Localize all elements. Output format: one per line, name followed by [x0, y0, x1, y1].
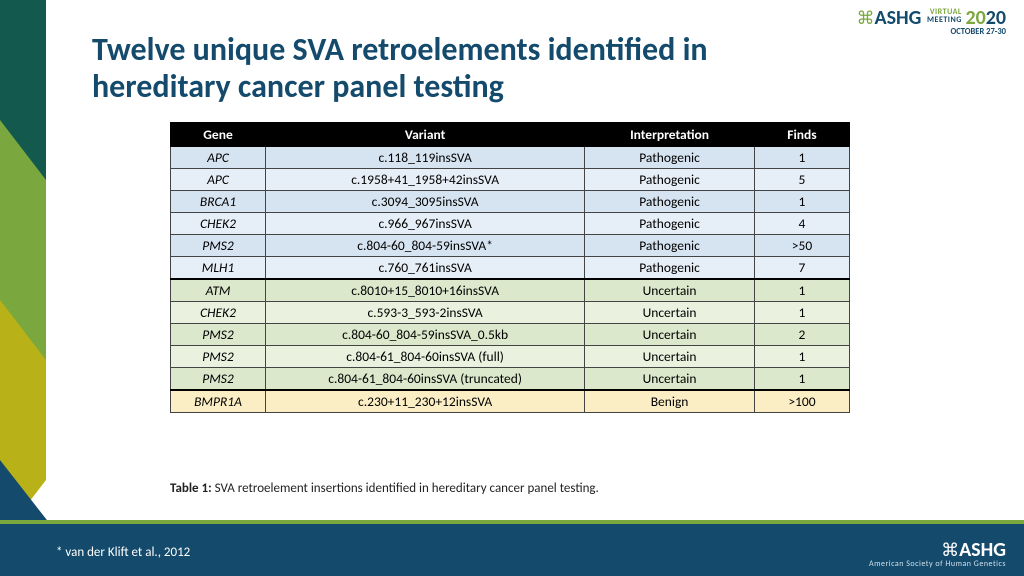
table-cell: Uncertain [585, 302, 755, 324]
table-cell: PMS2 [171, 324, 266, 346]
table-cell: CHEK2 [171, 302, 266, 324]
table-cell: 1 [754, 279, 849, 302]
table-cell: 2 [754, 324, 849, 346]
footer-sub: American Society of Human Genetics [869, 560, 1006, 568]
table-cell: Benign [585, 390, 755, 413]
table-cell: BMPR1A [171, 390, 266, 413]
table-cell: Pathogenic [585, 213, 755, 235]
table-cell: c.593-3_593-2insSVA [266, 302, 585, 324]
table-row: CHEK2c.593-3_593-2insSVAUncertain1 [171, 302, 850, 324]
caption-text: SVA retroelement insertions identified i… [212, 481, 599, 496]
table-cell: c.118_119insSVA [266, 147, 585, 169]
table-row: MLH1c.760_761insSVAPathogenic7 [171, 257, 850, 280]
table-row: CHEK2c.966_967insSVAPathogenic4 [171, 213, 850, 235]
table-row: PMS2c.804-60_804-59insSVA_0.5kbUncertain… [171, 324, 850, 346]
logo-event-bottom: MEETING [927, 16, 962, 24]
table-cell: 1 [754, 191, 849, 213]
table-cell: Pathogenic [585, 169, 755, 191]
footnote: * van der Klift et al., 2012 [56, 545, 190, 560]
table-cell: Pathogenic [585, 235, 755, 257]
table-row: BMPR1Ac.230+11_230+12insSVABenign>100 [171, 390, 850, 413]
table-header-row: GeneVariantInterpretationFinds [171, 123, 850, 147]
table-cell: Uncertain [585, 324, 755, 346]
table-cell: 1 [754, 368, 849, 391]
table-cell: Pathogenic [585, 147, 755, 169]
table-row: APCc.1958+41_1958+42insSVAPathogenic5 [171, 169, 850, 191]
table-row: BRCA1c.3094_3095insSVAPathogenic1 [171, 191, 850, 213]
table-cell: c.8010+15_8010+16insSVA [266, 279, 585, 302]
table-cell: >100 [754, 390, 849, 413]
table-wrap: GeneVariantInterpretationFinds APCc.118_… [170, 122, 850, 413]
table-cell: 7 [754, 257, 849, 280]
table-cell: PMS2 [171, 368, 266, 391]
helix-icon: ⌘ [941, 539, 959, 561]
table-cell: 5 [754, 169, 849, 191]
table-cell: c.804-61_804-60insSVA (full) [266, 346, 585, 368]
table-cell: BRCA1 [171, 191, 266, 213]
table-row: PMS2c.804-61_804-60insSVA (full)Uncertai… [171, 346, 850, 368]
table-cell: 4 [754, 213, 849, 235]
table-cell: c.804-60_804-59insSVA_0.5kb [266, 324, 585, 346]
table-row: ATMc.8010+15_8010+16insSVAUncertain1 [171, 279, 850, 302]
table-cell: Uncertain [585, 279, 755, 302]
page-title: Twelve unique SVA retroelements identifi… [92, 32, 852, 106]
table-cell: c.3094_3095insSVA [266, 191, 585, 213]
table-cell: Uncertain [585, 346, 755, 368]
table-row: APCc.118_119insSVAPathogenic1 [171, 147, 850, 169]
table-cell: c.1958+41_1958+42insSVA [266, 169, 585, 191]
table-cell: 1 [754, 302, 849, 324]
side-accent [0, 0, 60, 576]
table-caption: Table 1: SVA retroelement insertions ide… [170, 481, 599, 496]
table-cell: CHEK2 [171, 213, 266, 235]
table-cell: Uncertain [585, 368, 755, 391]
table-cell: APC [171, 147, 266, 169]
table-cell: PMS2 [171, 346, 266, 368]
sva-table: GeneVariantInterpretationFinds APCc.118_… [170, 122, 850, 413]
table-cell: Pathogenic [585, 257, 755, 280]
table-cell: PMS2 [171, 235, 266, 257]
table-header-cell: Variant [266, 123, 585, 147]
logo-brand: ASHG [874, 6, 921, 30]
table-cell: c.966_967insSVA [266, 213, 585, 235]
table-cell: >50 [754, 235, 849, 257]
table-cell: APC [171, 169, 266, 191]
table-cell: c.804-61_804-60insSVA (truncated) [266, 368, 585, 391]
table-cell: 1 [754, 147, 849, 169]
logo-top: ⌘ASHG VIRTUAL MEETING 2020 OCTOBER 27-30 [856, 8, 1006, 37]
table-row: PMS2c.804-61_804-60insSVA (truncated)Unc… [171, 368, 850, 391]
table-cell: c.230+11_230+12insSVA [266, 390, 585, 413]
table-row: PMS2c.804-60_804-59insSVA*Pathogenic>50 [171, 235, 850, 257]
table-cell: ATM [171, 279, 266, 302]
footer-logo: ⌘ASHG American Society of Human Genetics [869, 540, 1006, 568]
table-cell: c.760_761insSVA [266, 257, 585, 280]
table-cell: 1 [754, 346, 849, 368]
caption-label: Table 1: [170, 481, 212, 496]
table-cell: MLH1 [171, 257, 266, 280]
table-cell: c.804-60_804-59insSVA* [266, 235, 585, 257]
table-header-cell: Finds [754, 123, 849, 147]
helix-icon: ⌘ [856, 7, 874, 29]
table-header-cell: Interpretation [585, 123, 755, 147]
table-header-cell: Gene [171, 123, 266, 147]
table-cell: Pathogenic [585, 191, 755, 213]
